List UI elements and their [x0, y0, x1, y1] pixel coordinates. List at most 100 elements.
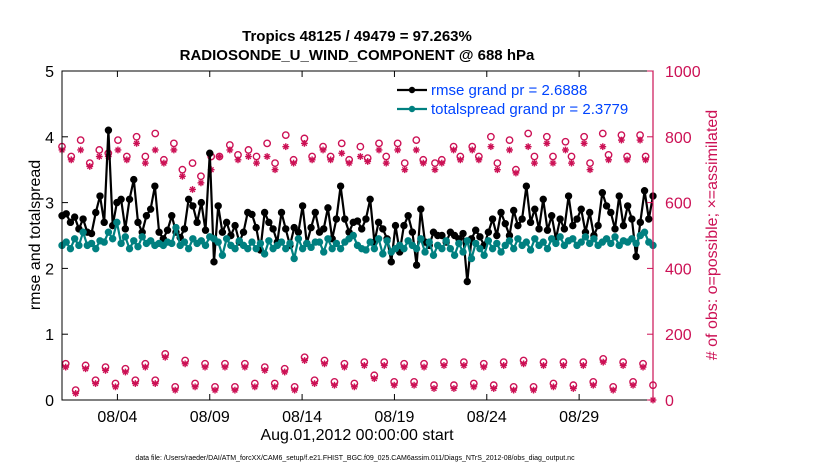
- data-point: [92, 208, 100, 217]
- data-point: [189, 235, 197, 243]
- obs-assimilated-marker: [375, 146, 383, 154]
- obs-possible-marker: [263, 139, 272, 148]
- data-point: [180, 238, 189, 246]
- obs-assimilated-marker: [487, 143, 495, 151]
- obs-assimilated-marker: [490, 385, 498, 392]
- y-tick-label: 1: [45, 327, 54, 344]
- data-point: [640, 228, 649, 236]
- obs-possible-marker: [188, 159, 197, 168]
- obs-assimilated-marker: [380, 362, 388, 369]
- data-point: [497, 208, 505, 217]
- data-point: [408, 228, 417, 236]
- data-point: [379, 225, 387, 233]
- data-point: [488, 244, 497, 253]
- data-point: [307, 243, 315, 252]
- obs-assimilated-marker: [500, 362, 508, 369]
- y-axis-label: rmse and totalspread: [27, 160, 44, 310]
- obs-assimilated-marker: [241, 363, 249, 371]
- data-point: [374, 235, 383, 243]
- data-point: [214, 238, 222, 246]
- obs-assimilated-marker: [319, 146, 327, 154]
- data-point: [324, 235, 332, 243]
- data-point: [206, 149, 214, 157]
- data-point: [87, 239, 96, 248]
- obs-assimilated-marker: [331, 381, 338, 389]
- data-point: [615, 192, 623, 200]
- data-point: [324, 204, 332, 212]
- data-point: [623, 202, 632, 210]
- data-point: [79, 228, 87, 236]
- data-point: [446, 244, 455, 253]
- data-point: [450, 251, 459, 259]
- obs-assimilated-marker: [401, 166, 409, 174]
- obs-assimilated-marker: [123, 156, 131, 164]
- data-point: [349, 231, 357, 240]
- obs-assimilated-marker: [327, 156, 335, 164]
- obs-assimilated-marker: [605, 156, 612, 164]
- data-point: [628, 235, 636, 243]
- data-point: [87, 229, 96, 238]
- data-point: [404, 237, 412, 245]
- data-point: [455, 239, 463, 248]
- data-point: [290, 223, 298, 232]
- obs-assimilated-marker: [412, 146, 420, 154]
- data-point: [151, 182, 159, 190]
- obs-assimilated-marker: [131, 380, 139, 387]
- data-point: [210, 258, 218, 266]
- obs-assimilated-marker: [226, 146, 234, 154]
- obs-assimilated-marker: [86, 163, 94, 170]
- data-point: [286, 239, 294, 248]
- data-point: [235, 237, 244, 245]
- data-point: [514, 221, 522, 230]
- data-point: [543, 226, 552, 234]
- data-point: [459, 248, 467, 256]
- data-point: [92, 244, 100, 253]
- data-point: [134, 242, 142, 251]
- data-point: [632, 252, 640, 261]
- axes: 0 1 2 3 4 5 0 200 400 600 800 1000 08/04 08/09 08/14 08…: [45, 64, 701, 426]
- obs-assimilated-marker: [263, 153, 271, 160]
- data-point: [358, 225, 366, 233]
- data-point: [497, 248, 505, 256]
- data-point: [79, 215, 87, 223]
- obs-assimilated-marker: [520, 360, 527, 368]
- obs-assimilated-marker: [356, 153, 364, 160]
- obs-assimilated-marker: [623, 156, 631, 164]
- obs-assimilated-marker: [77, 146, 85, 154]
- data-point: [543, 244, 552, 253]
- obs-assimilated-marker: [345, 159, 353, 167]
- obs-assimilated-marker: [468, 146, 476, 154]
- legend-label: totalspread grand pr = 2.3779: [431, 101, 628, 118]
- data-point: [193, 218, 201, 227]
- obs-assimilated-marker: [221, 363, 229, 371]
- data-point: [547, 212, 556, 220]
- obs-assimilated-marker: [400, 363, 408, 371]
- x-tick-label: 08/09: [190, 409, 230, 426]
- data-point: [501, 219, 509, 228]
- chart-title: Tropics 48125 / 49479 = 97.263%: [242, 28, 472, 45]
- data-point: [260, 208, 269, 217]
- x-axis-label: Aug.01,2012 00:00:00 start: [260, 427, 454, 444]
- obs-assimilated-marker: [360, 362, 368, 369]
- obs-assimilated-marker: [160, 159, 168, 167]
- data-point: [146, 237, 155, 245]
- data-point: [598, 189, 607, 197]
- data-point: [417, 205, 425, 213]
- y-right-tick-label: 1000: [665, 64, 701, 81]
- data-point: [248, 210, 256, 219]
- data-point: [645, 215, 653, 223]
- data-point: [180, 225, 189, 233]
- data-point: [602, 202, 611, 210]
- data-point: [70, 213, 79, 221]
- legend-marker: [408, 105, 416, 113]
- data-point: [104, 126, 113, 134]
- data-point: [370, 244, 379, 253]
- obs-assimilated-marker: [580, 139, 588, 147]
- data-point: [590, 235, 598, 243]
- obs-assimilated-marker: [530, 386, 537, 394]
- obs-assimilated-marker: [419, 159, 427, 167]
- obs-assimilated-marker: [636, 136, 644, 144]
- data-point: [125, 195, 134, 204]
- obs-assimilated-marker: [211, 386, 219, 394]
- data-point: [611, 225, 619, 233]
